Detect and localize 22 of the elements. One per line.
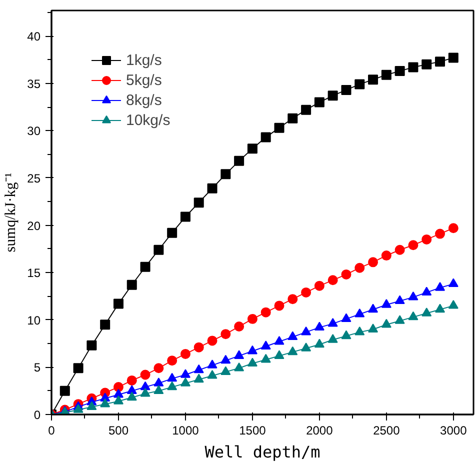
y-tick-label: 30: [27, 124, 41, 138]
y-axis-title: sumq/kJ·kg⁻¹: [3, 172, 20, 252]
x-tick-label: 1000: [172, 424, 200, 438]
legend-label: 8kg/s: [126, 92, 162, 108]
y-tick-label: 0: [34, 408, 41, 422]
x-tick-label: 2000: [306, 424, 334, 438]
legend-label: 5kg/s: [126, 72, 162, 88]
x-tick-label: 2500: [373, 424, 400, 438]
x-tick-label: 1500: [239, 424, 266, 438]
y-tick-label: 35: [27, 76, 41, 91]
legend-label: 1kg/s: [126, 52, 162, 68]
y-tick-label: 15: [27, 266, 41, 280]
x-tick-label: 500: [108, 424, 129, 438]
y-tick-label: 10: [27, 313, 41, 328]
y-tick-label: 20: [27, 218, 41, 233]
y-tick-label: 25: [27, 171, 41, 186]
y-tick-label: 5: [34, 360, 41, 375]
legend-label: 10kg/s: [126, 112, 170, 128]
x-tick-label: 0: [48, 424, 56, 438]
x-tick-label: 3000: [440, 424, 468, 438]
x-axis-title: Well depth/m: [204, 442, 320, 462]
y-tick-label: 40: [27, 30, 41, 44]
